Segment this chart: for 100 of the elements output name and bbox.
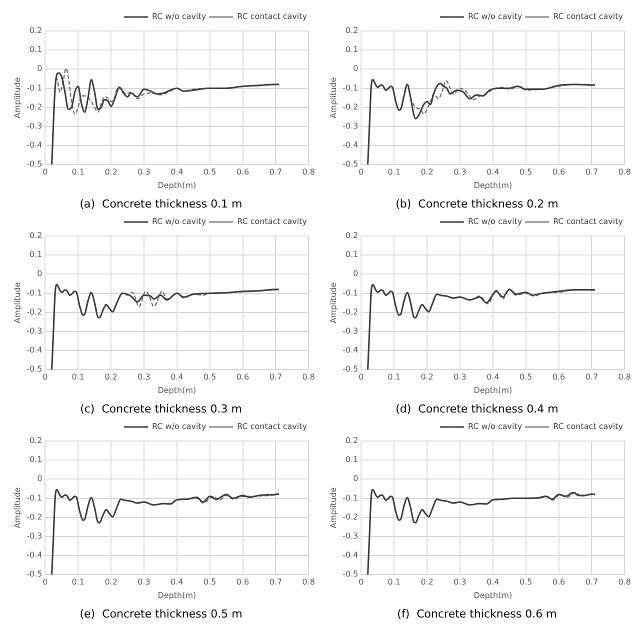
x-tick-label: 0.4 [486, 167, 500, 176]
text: (e) Concrete thickness 0.5 m [80, 607, 242, 620]
x-tick-label: 0.3 [138, 167, 150, 176]
x-tick-label: 0.6 [552, 167, 566, 176]
y-tick-label: -0.5 [342, 160, 358, 169]
y-tick-label: -0.2 [342, 512, 358, 522]
y-tick-label: 0 [353, 474, 358, 484]
y-axis-title: Amplitude [328, 77, 338, 118]
y-tick-label: 0 [37, 474, 42, 484]
legend-label: RC contact cavity [237, 217, 308, 226]
x-axis-title: Depth(m) [158, 591, 196, 600]
x-tick-label: 0.4 [486, 372, 500, 382]
y-tick-label: -0.3 [26, 532, 42, 541]
x-tick-label: 0.8 [618, 372, 632, 382]
x-tick-label: 0.1 [72, 372, 85, 382]
y-tick-label: -0.3 [26, 122, 42, 131]
y-tick-label: -0.4 [342, 550, 358, 560]
x-tick-label: 0.5 [519, 167, 532, 176]
y-tick-label: 0.2 [345, 436, 358, 446]
y-tick-label: -0.5 [342, 364, 358, 374]
y-tick-label: -0.1 [342, 288, 358, 298]
y-axis-title: Amplitude [12, 487, 22, 528]
text: (d) Concrete thickness 0.4 m [396, 402, 558, 416]
x-axis-title: Depth(m) [158, 181, 196, 190]
x-tick-label: 0.1 [388, 577, 401, 586]
y-tick-label: 0 [37, 269, 42, 278]
y-tick-label: -0.5 [26, 364, 42, 374]
y-tick-label: -0.4 [26, 346, 42, 355]
legend-label: RC contact cavity [553, 12, 624, 22]
y-tick-label: 0.2 [29, 231, 42, 240]
y-tick-label: 0 [353, 64, 358, 74]
x-tick-label: 0.3 [454, 372, 466, 382]
y-tick-label: -0.5 [26, 570, 42, 579]
x-tick-label: 0.4 [170, 167, 184, 176]
x-tick-label: 0.7 [585, 577, 598, 586]
legend-label: RC w/o cavity [152, 422, 206, 432]
legend-label: RC w/o cavity [152, 12, 206, 22]
text: (f) Concrete thickness 0.6 m [397, 607, 557, 620]
x-tick-label: 0.5 [519, 577, 532, 586]
y-tick-label: -0.2 [26, 512, 42, 522]
y-tick-label: -0.4 [342, 140, 358, 150]
x-tick-label: 0.3 [138, 372, 150, 382]
legend-label: RC w/o cavity [468, 422, 522, 432]
y-tick-label: -0.1 [342, 83, 358, 92]
x-tick-label: 0.2 [420, 372, 434, 382]
x-tick-label: 0.7 [269, 577, 282, 586]
legend-label: RC w/o cavity [152, 217, 206, 226]
y-tick-label: -0.4 [26, 550, 42, 560]
y-tick-label: -0.2 [342, 307, 358, 316]
y-tick-label: 0.2 [345, 231, 358, 240]
y-tick-label: -0.3 [342, 122, 358, 131]
x-tick-label: 0.5 [203, 372, 216, 382]
y-tick-label: -0.5 [342, 570, 358, 579]
x-tick-label: 0.7 [585, 167, 598, 176]
x-tick-label: 0.8 [302, 372, 316, 382]
legend-label: RC contact cavity [553, 217, 624, 226]
text: (c) Concrete thickness 0.3 m [80, 402, 242, 416]
x-tick-label: 0.6 [236, 167, 250, 176]
x-tick-label: 0.2 [104, 372, 118, 382]
y-axis-title: Amplitude [328, 282, 338, 324]
x-tick-label: 0.5 [519, 372, 532, 382]
x-tick-label: 0.3 [138, 577, 150, 586]
y-tick-label: -0.1 [26, 83, 42, 92]
y-axis-title: Amplitude [12, 282, 22, 324]
legend-label: RC contact cavity [553, 422, 624, 432]
y-tick-label: -0.2 [342, 102, 358, 112]
y-tick-label: -0.5 [26, 160, 42, 169]
x-tick-label: 0.3 [454, 167, 466, 176]
x-tick-label: 0.8 [618, 577, 632, 586]
y-tick-label: 0.1 [29, 45, 42, 54]
x-tick-label: 0.7 [269, 167, 282, 176]
x-tick-label: 0.6 [552, 372, 566, 382]
text: (b) Concrete thickness 0.2 m [396, 197, 558, 210]
y-tick-label: -0.1 [26, 288, 42, 298]
x-tick-label: 0.6 [552, 577, 566, 586]
x-tick-label: 0.4 [170, 372, 184, 382]
x-axis-title: Depth(m) [474, 386, 512, 396]
y-tick-label: 0.1 [345, 45, 358, 54]
y-tick-label: 0.2 [29, 436, 42, 446]
x-tick-label: 0.4 [170, 577, 184, 586]
y-tick-label: -0.2 [26, 307, 42, 316]
y-tick-label: -0.3 [26, 326, 42, 336]
x-tick-label: 0.8 [302, 167, 316, 176]
y-tick-label: -0.4 [342, 346, 358, 355]
x-axis-title: Depth(m) [158, 386, 196, 396]
y-tick-label: 0.2 [345, 26, 358, 36]
x-tick-label: 0.2 [420, 167, 434, 176]
y-tick-label: -0.1 [342, 493, 358, 502]
text: (a) Concrete thickness 0.1 m [80, 197, 242, 210]
y-tick-label: 0.1 [29, 250, 42, 260]
x-axis-title: Depth(m) [474, 181, 512, 190]
x-tick-label: 0.8 [618, 167, 632, 176]
y-tick-label: -0.3 [342, 532, 358, 541]
x-tick-label: 0.4 [486, 577, 500, 586]
x-tick-label: 0.3 [454, 577, 466, 586]
x-tick-label: 0.6 [236, 372, 250, 382]
x-tick-label: 0.2 [420, 577, 434, 586]
y-tick-label: 0 [37, 64, 42, 74]
x-tick-label: 0.2 [104, 577, 118, 586]
y-tick-label: 0.1 [29, 455, 42, 464]
